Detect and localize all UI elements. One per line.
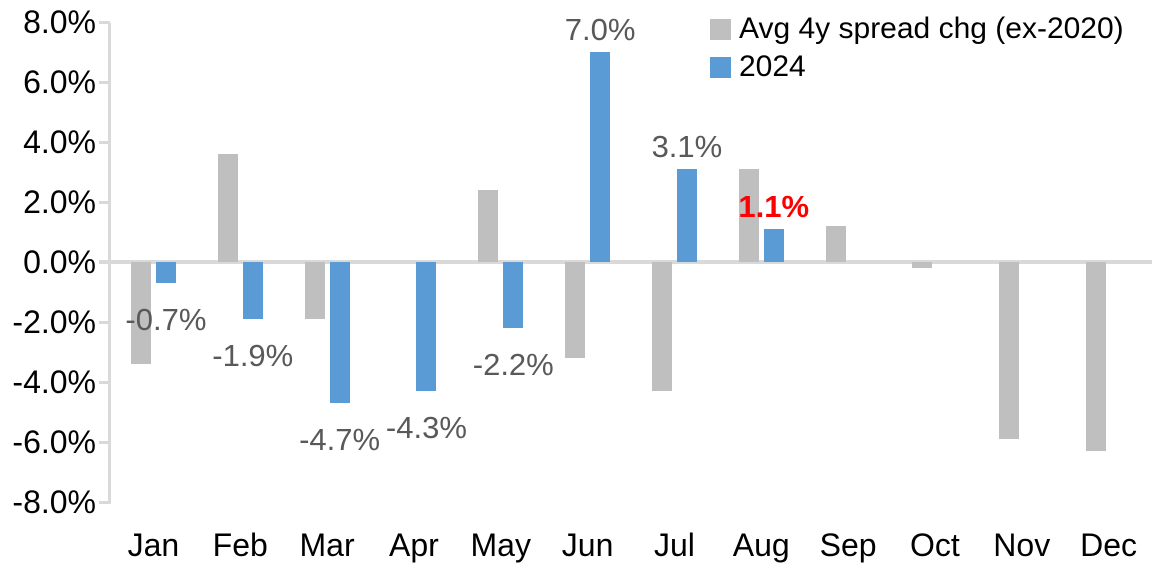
bar-avg-4y-spread-chg-ex-2020--sep [825, 226, 846, 262]
data-label-jun: 7.0% [564, 12, 636, 47]
x-axis-label-jul: Jul [653, 527, 695, 563]
x-axis-label-dec: Dec [1080, 527, 1138, 563]
legend-entry-2024: 2024 [710, 48, 1124, 86]
data-label-may: -2.2% [472, 347, 554, 382]
y-axis-tick [99, 381, 110, 384]
bar-2024-jul [676, 169, 697, 262]
x-axis-label-may: May [470, 527, 531, 563]
data-label-feb: -1.9% [212, 338, 294, 373]
y-axis-label: 6.0% [23, 64, 96, 100]
x-axis-label-apr: Apr [389, 527, 439, 563]
y-axis-label: -8.0% [12, 484, 96, 520]
data-label-apr: -4.3% [385, 410, 467, 445]
legend-label-2024: 2024 [739, 50, 806, 83]
bar-2024-apr [416, 262, 437, 391]
bar-2024-feb [242, 262, 263, 319]
legend-entry-avg-4y-spread: Avg 4y spread chg (ex-2020) [710, 10, 1124, 48]
bar-avg-4y-spread-chg-ex-2020--feb [217, 154, 238, 262]
data-label-jan: -0.7% [125, 302, 207, 337]
bar-avg-4y-spread-chg-ex-2020--jul [651, 262, 672, 391]
y-axis-label: -6.0% [12, 424, 96, 460]
bar-2024-aug [763, 229, 784, 262]
legend-label-avg-4y-spread: Avg 4y spread chg (ex-2020) [739, 12, 1124, 45]
x-axis-label-oct: Oct [910, 527, 960, 563]
x-axis-label-nov: Nov [993, 527, 1051, 563]
bar-avg-4y-spread-chg-ex-2020--dec [1086, 262, 1107, 451]
y-axis-label: 2.0% [23, 184, 96, 220]
y-axis-label: 8.0% [23, 4, 96, 40]
y-axis-tick [99, 201, 110, 204]
legend-swatch-blue-icon [710, 56, 731, 78]
x-axis-label-aug: Aug [732, 527, 790, 563]
bar-2024-jun [590, 52, 611, 262]
bar-avg-4y-spread-chg-ex-2020--oct [912, 262, 933, 268]
bar-avg-4y-spread-chg-ex-2020--jun [565, 262, 586, 358]
y-axis-tick [99, 501, 110, 504]
y-axis-label: 0.0% [23, 244, 96, 280]
x-axis-label-mar: Mar [299, 527, 355, 563]
y-axis-tick [99, 141, 110, 144]
bar-avg-4y-spread-chg-ex-2020--aug [738, 169, 759, 262]
data-label-aug: 1.1% [738, 189, 810, 224]
bar-2024-mar [329, 262, 350, 403]
bar-avg-4y-spread-chg-ex-2020--nov [999, 262, 1020, 439]
y-axis-label: 4.0% [23, 124, 96, 160]
x-axis-zero-line [99, 260, 1152, 264]
x-axis-label-jan: Jan [127, 527, 180, 563]
data-label-jul: 3.1% [651, 129, 723, 164]
y-axis-tick [99, 321, 110, 324]
y-axis-label: -2.0% [12, 304, 96, 340]
y-axis-tick [99, 81, 110, 84]
y-axis-tick [99, 441, 110, 444]
bar-2024-may [503, 262, 524, 328]
x-axis-label-jun: Jun [561, 527, 614, 563]
legend-swatch-gray-icon [710, 18, 731, 40]
y-axis-tick [99, 21, 110, 24]
bar-avg-4y-spread-chg-ex-2020--mar [304, 262, 325, 319]
x-axis-label-feb: Feb [212, 527, 268, 563]
bar-avg-4y-spread-chg-ex-2020--jan [130, 262, 151, 364]
bar-2024-jan [155, 262, 176, 283]
x-axis-label-sep: Sep [819, 527, 877, 563]
y-axis-label: -4.0% [12, 364, 96, 400]
chart-legend: Avg 4y spread chg (ex-2020) 2024 [710, 10, 1124, 86]
data-label-mar: -4.7% [299, 422, 381, 457]
bar-avg-4y-spread-chg-ex-2020--may [478, 190, 499, 262]
